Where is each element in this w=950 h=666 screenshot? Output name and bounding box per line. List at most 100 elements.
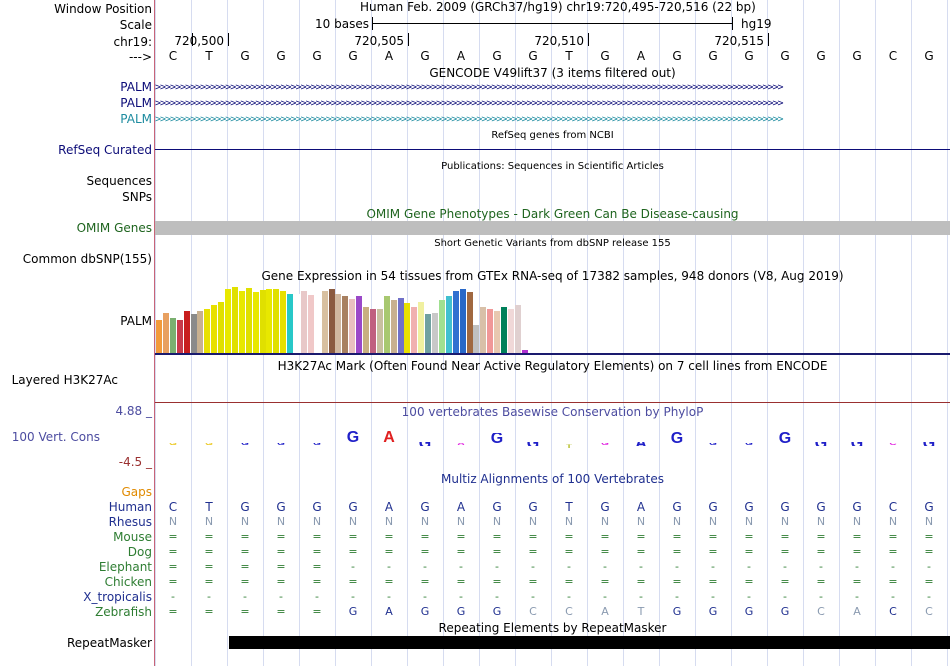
conservation-letter[interactable]: G xyxy=(299,443,335,445)
gencode-palm-label-2[interactable]: PALM xyxy=(120,96,152,110)
gtex-palm-label[interactable]: PALM xyxy=(120,314,152,328)
conservation-letter[interactable]: G xyxy=(407,442,443,446)
gencode-transcript-2[interactable]: >>>>>>>>>>>>>>>>>>>>>>>>>>>>>>>>>>>>>>>>… xyxy=(155,99,784,109)
gtex-tissue-bar[interactable] xyxy=(356,296,363,353)
conservation-letter[interactable]: G xyxy=(263,443,299,445)
gtex-tissue-bar[interactable] xyxy=(176,320,183,353)
repeat-element-bar[interactable] xyxy=(229,636,950,649)
species-label[interactable]: Dog xyxy=(127,545,152,559)
gtex-tissue-bar[interactable] xyxy=(245,288,252,353)
conservation-letter[interactable]: A xyxy=(623,442,659,446)
species-label[interactable]: Chicken xyxy=(104,575,152,589)
gtex-tissue-bar[interactable] xyxy=(238,291,245,353)
conservation-letter[interactable]: G xyxy=(731,443,767,445)
refseq-gene-line[interactable] xyxy=(155,149,950,150)
species-label[interactable]: Mouse xyxy=(113,530,152,544)
gtex-tissue-bar[interactable] xyxy=(459,289,466,353)
gencode-transcript-3[interactable]: >>>>>>>>>>>>>>>>>>>>>>>>>>>>>>>>>>>>>>>>… xyxy=(155,115,784,125)
gtex-tissue-bar[interactable] xyxy=(307,295,314,353)
species-label[interactable]: Rhesus xyxy=(108,515,152,529)
gtex-tissue-bar[interactable] xyxy=(487,309,494,353)
conservation-letter[interactable]: G xyxy=(839,442,875,446)
gtex-tissue-bar[interactable] xyxy=(390,300,397,353)
omim-genes-label[interactable]: OMIM Genes xyxy=(76,221,152,235)
gtex-tissue-bar[interactable] xyxy=(218,302,225,353)
gencode-transcript-1[interactable]: >>>>>>>>>>>>>>>>>>>>>>>>>>>>>>>>>>>>>>>>… xyxy=(155,83,784,93)
omim-gene-bar[interactable] xyxy=(155,221,950,235)
gencode-palm-label-3[interactable]: PALM xyxy=(120,112,152,126)
gtex-tissue-bar[interactable] xyxy=(259,290,266,353)
snps-label[interactable]: SNPs xyxy=(122,190,152,204)
gtex-tissue-bar[interactable] xyxy=(466,292,473,353)
conservation-letter[interactable]: G xyxy=(911,442,947,446)
gtex-tissue-bar[interactable] xyxy=(452,291,459,353)
conservation-letter[interactable]: G xyxy=(227,443,263,445)
gtex-tissue-bar[interactable] xyxy=(273,289,280,353)
conservation-letter[interactable]: G xyxy=(695,443,731,445)
gtex-tissue-bar[interactable] xyxy=(494,311,501,353)
gtex-tissue-bar[interactable] xyxy=(369,309,376,353)
gtex-tissue-bar[interactable] xyxy=(252,292,259,353)
gtex-tissue-bar[interactable] xyxy=(300,291,307,353)
gtex-tissue-bar[interactable] xyxy=(473,325,480,353)
gtex-tissue-bar[interactable] xyxy=(411,307,418,353)
gtex-tissue-bar[interactable] xyxy=(376,309,383,353)
species-label[interactable]: X_tropicalis xyxy=(83,590,152,604)
gtex-tissue-bar[interactable] xyxy=(231,287,238,353)
gtex-tissue-bar[interactable] xyxy=(280,291,287,353)
conservation-letter[interactable]: C xyxy=(875,443,911,445)
conservation-letter[interactable]: G xyxy=(803,442,839,446)
conservation-letter[interactable]: G xyxy=(778,431,792,446)
gtex-tissue-bar[interactable] xyxy=(190,314,197,353)
species-label[interactable]: Human xyxy=(108,500,152,514)
strand-arrow-label[interactable]: ---> xyxy=(128,50,152,64)
conservation-letter[interactable]: G xyxy=(587,443,623,445)
vert-cons-label[interactable]: 100 Vert. Cons xyxy=(11,430,100,444)
gtex-tissue-bar[interactable] xyxy=(349,299,356,353)
gtex-tissue-bar[interactable] xyxy=(169,318,176,353)
gtex-tissue-bar[interactable] xyxy=(418,302,425,353)
gtex-tissue-bar[interactable] xyxy=(294,294,300,353)
conservation-letter[interactable]: A xyxy=(443,443,479,445)
gtex-tissue-bar[interactable] xyxy=(480,307,487,353)
conservation-letter[interactable]: G xyxy=(515,442,551,446)
gtex-tissue-bar[interactable] xyxy=(514,305,521,353)
gtex-tissue-bar[interactable] xyxy=(425,314,432,353)
gtex-tissue-bar[interactable] xyxy=(342,296,349,353)
conservation-letter[interactable]: G xyxy=(155,443,191,445)
sequences-label[interactable]: Sequences xyxy=(86,174,152,188)
gtex-tissue-bar[interactable] xyxy=(432,313,438,353)
gtex-tissue-bar[interactable] xyxy=(397,298,404,353)
species-label[interactable]: Zebrafish xyxy=(95,605,152,619)
gtex-tissue-bar[interactable] xyxy=(156,320,162,353)
track-image[interactable]: Human Feb. 2009 (GRCh37/hg19) chr19:720,… xyxy=(155,0,950,666)
gtex-tissue-bar[interactable] xyxy=(335,294,342,353)
common-dbsnp-label[interactable]: Common dbSNP(155) xyxy=(22,252,152,266)
gtex-tissue-bar[interactable] xyxy=(383,296,390,353)
gtex-tissue-bar[interactable] xyxy=(404,303,411,353)
gtex-tissue-bar[interactable] xyxy=(507,309,514,353)
gencode-palm-label-1[interactable]: PALM xyxy=(120,80,152,94)
gtex-tissue-bar[interactable] xyxy=(197,311,204,353)
species-label[interactable]: Elephant xyxy=(98,560,152,574)
gtex-tissue-bar[interactable] xyxy=(266,289,273,353)
conservation-letter[interactable]: A xyxy=(383,430,395,446)
refseq-curated-label[interactable]: RefSeq Curated xyxy=(58,143,152,157)
gtex-tissue-bar[interactable] xyxy=(162,313,169,353)
gtex-tissue-bar[interactable] xyxy=(183,311,190,353)
gtex-tissue-bar[interactable] xyxy=(321,291,328,353)
gtex-tissue-bar[interactable] xyxy=(363,307,369,353)
gtex-tissue-bar[interactable] xyxy=(501,307,507,353)
gtex-tissue-bar[interactable] xyxy=(445,296,452,353)
repeatmasker-label[interactable]: RepeatMasker xyxy=(66,636,152,650)
conservation-letter[interactable]: T xyxy=(565,444,573,450)
gtex-tissue-bar[interactable] xyxy=(521,350,528,353)
gtex-tissue-bar[interactable] xyxy=(287,294,294,353)
conservation-letter[interactable]: G xyxy=(670,431,684,446)
gtex-tissue-bar[interactable] xyxy=(328,289,335,353)
gtex-tissue-bar[interactable] xyxy=(204,309,211,353)
conservation-letter[interactable]: G xyxy=(346,430,360,446)
layered-h3k27ac-label[interactable]: Layered H3K27Ac xyxy=(11,373,118,387)
gtex-tissue-bar[interactable] xyxy=(438,300,445,353)
gtex-tissue-bar[interactable] xyxy=(211,305,218,353)
